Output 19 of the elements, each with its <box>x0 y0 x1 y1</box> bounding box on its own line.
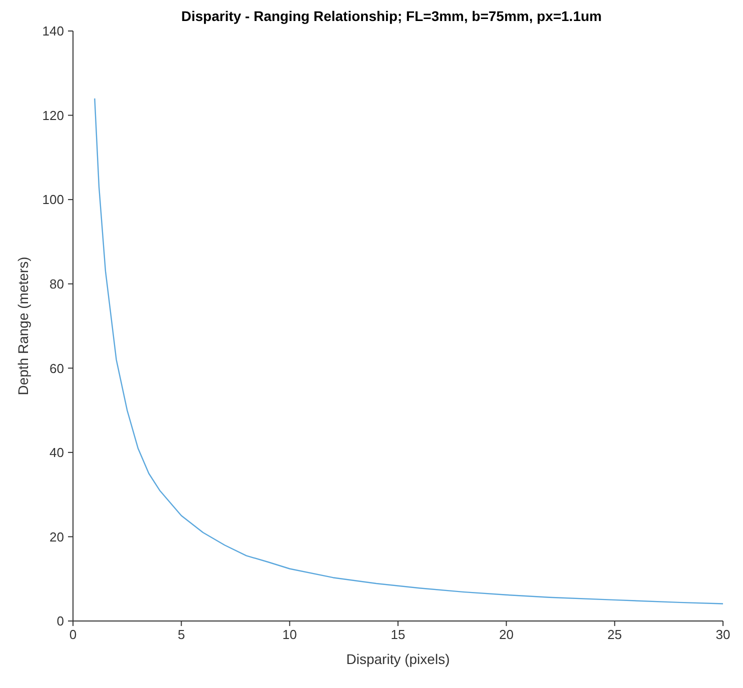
x-axis-title: Disparity (pixels) <box>346 651 450 667</box>
x-tick-label: 5 <box>178 627 185 642</box>
x-tick-label: 10 <box>282 627 297 642</box>
y-tick-label: 80 <box>50 276 64 292</box>
x-tick-label: 0 <box>69 627 77 642</box>
y-tick-label: 60 <box>50 360 64 376</box>
x-tick-label: 30 <box>716 627 730 642</box>
y-tick-label: 120 <box>42 108 64 123</box>
y-tick-label: 100 <box>42 192 64 208</box>
line-series <box>94 98 723 604</box>
y-tick-label: 0 <box>56 614 64 629</box>
y-tick-label: 40 <box>50 445 64 460</box>
x-tick-label: 25 <box>607 627 622 642</box>
x-tick-label: 20 <box>499 627 514 642</box>
y-tick-label: 20 <box>50 529 64 544</box>
y-axis-title: Depth Range (meters) <box>14 256 31 396</box>
x-tick-label: 15 <box>390 627 406 642</box>
y-tick-label: 140 <box>42 24 64 39</box>
chart-title: Disparity - Ranging Relationship; FL=3mm, b=75mm, px=1.1um <box>180 8 603 24</box>
